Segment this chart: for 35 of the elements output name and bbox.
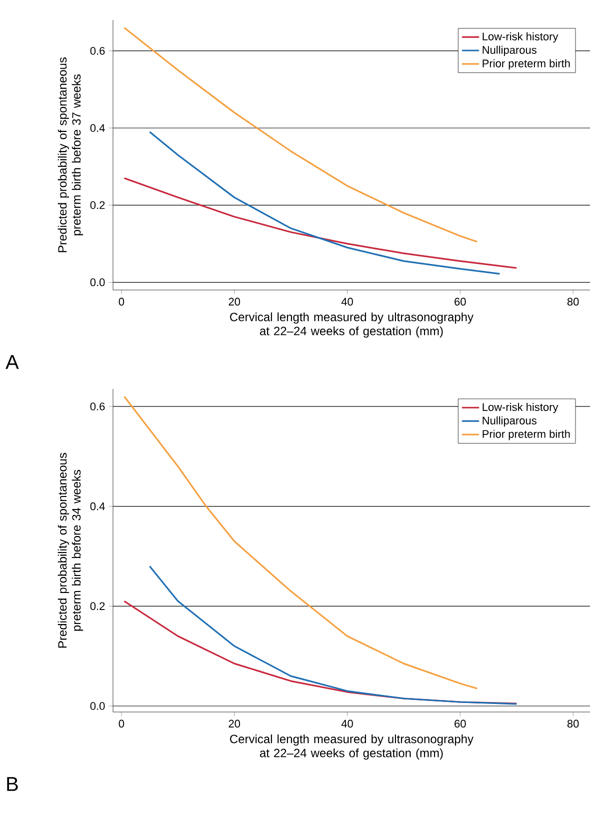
x-tick-label: 0 — [118, 720, 124, 728]
y-axis-title: Predicted probability of spontaneous preterm birth before 34 weeks — [58, 452, 84, 648]
line-series — [123, 26, 478, 243]
x-tick-label: 20 — [228, 720, 240, 728]
x-axis-title: Cervical length measured by ultrasonography at 22–24 weeks of gestation (mm) — [230, 734, 474, 760]
y-tick-label: 0.6 — [90, 402, 105, 410]
legend-label: Low-risk history — [482, 402, 558, 414]
legend-label: Low-risk history — [482, 32, 558, 43]
x-tick-label: 40 — [341, 298, 353, 306]
y-tick-label: 0.2 — [90, 602, 105, 610]
x-tick-label: 40 — [341, 720, 353, 728]
legend-label: Nulliparous — [482, 46, 536, 56]
y-axis-title: Predicted probability of spontaneous preterm birth before 37 weeks — [58, 57, 84, 252]
text: A — [6, 355, 19, 369]
line-series — [148, 131, 500, 275]
x-tick-label: 60 — [454, 298, 466, 306]
x-axis-title: Cervical length measured by ultrasonography at 22–24 weeks of gestation (mm) — [230, 312, 474, 338]
legend-label: Prior preterm birth — [482, 59, 570, 70]
line-series — [148, 565, 518, 705]
x-tick-label: 0 — [118, 298, 124, 306]
y-tick-label: 0.4 — [90, 124, 105, 132]
y-tick-label: 0.6 — [90, 46, 105, 55]
y-tick-label: 0.2 — [90, 201, 105, 210]
line-series — [123, 177, 518, 269]
legend-label: Prior preterm birth — [482, 430, 570, 440]
line-series — [123, 396, 478, 690]
text: B — [7, 777, 18, 791]
legend-label: Nulliparous — [482, 416, 536, 427]
x-tick-label: 60 — [454, 720, 466, 728]
x-tick-label: 20 — [228, 298, 240, 306]
x-tick-label: 80 — [567, 298, 579, 306]
y-tick-label: 0.4 — [90, 502, 105, 510]
y-tick-label: 0.0 — [90, 702, 105, 710]
x-tick-label: 80 — [567, 720, 579, 728]
y-tick-label: 0.0 — [90, 278, 105, 286]
